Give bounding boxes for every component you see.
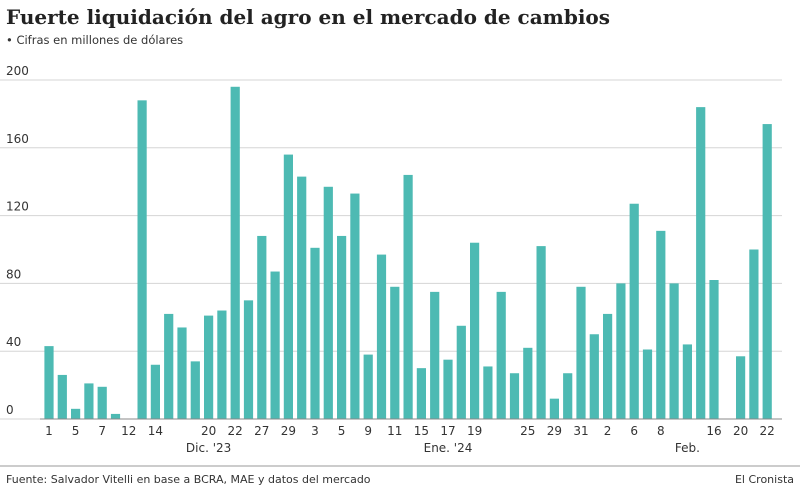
bar [337, 235, 347, 419]
x-tick-label: 3 [311, 424, 319, 438]
x-tick-label: 20 [201, 424, 216, 438]
x-tick-label: 25 [520, 424, 535, 438]
bar [696, 107, 706, 420]
bar [350, 193, 360, 419]
bar [44, 346, 54, 419]
bar [243, 300, 254, 419]
x-tick-label: 5 [338, 424, 346, 438]
x-tick-label: 31 [573, 424, 588, 438]
bar [310, 247, 320, 419]
bar [323, 186, 333, 419]
group-label: Dic. '23 [186, 441, 231, 455]
bar [536, 246, 546, 419]
y-tick-label: 0 [6, 403, 14, 417]
x-tick-label: 29 [547, 424, 562, 438]
bar [97, 386, 107, 419]
bar [496, 291, 506, 419]
bar [709, 280, 719, 419]
bar [164, 313, 174, 419]
bar [137, 100, 147, 419]
bar [283, 154, 293, 419]
x-tick-label: 27 [254, 424, 269, 438]
chart-title: Fuerte liquidación del agro en el mercad… [6, 5, 610, 29]
x-tick-label: 15 [414, 424, 429, 438]
x-tick-label: 5 [72, 424, 80, 438]
x-tick-label: 20 [733, 424, 748, 438]
bar [71, 408, 81, 419]
bar [376, 254, 387, 419]
bar [257, 235, 267, 419]
x-tick-label: 8 [657, 424, 665, 438]
bar [456, 325, 466, 419]
x-tick-label: 6 [630, 424, 638, 438]
y-tick-label: 160 [6, 132, 29, 146]
x-tick-label: 19 [467, 424, 482, 438]
y-tick-label: 120 [6, 200, 29, 214]
group-label: Feb. [675, 441, 700, 455]
subtitle: • Cifras en millones de dólares [6, 33, 183, 47]
y-tick-label: 40 [6, 335, 21, 349]
bar [656, 230, 666, 419]
bar [177, 327, 187, 419]
bar [84, 383, 94, 419]
bar [363, 354, 373, 419]
x-tick-label: 22 [228, 424, 243, 438]
bar [616, 283, 626, 419]
bar [563, 373, 573, 419]
x-tick-label: 11 [387, 424, 402, 438]
bar [589, 334, 599, 419]
bar [190, 361, 200, 419]
bar [523, 347, 533, 419]
bar [217, 310, 227, 419]
x-tick-label: 9 [364, 424, 372, 438]
y-tick-label: 80 [6, 267, 21, 281]
bar [297, 176, 307, 419]
bar [390, 286, 400, 419]
x-tick-label: 16 [706, 424, 721, 438]
bar [576, 286, 586, 419]
bar [57, 374, 67, 419]
x-tick-label: 1 [45, 424, 53, 438]
bar [509, 373, 520, 419]
bar [430, 291, 440, 419]
bar [443, 359, 453, 419]
bar [682, 344, 692, 419]
x-tick-label: 22 [760, 424, 775, 438]
x-tick-label: 2 [604, 424, 612, 438]
bar [603, 313, 613, 419]
x-tick-label: 14 [148, 424, 163, 438]
bar [204, 315, 214, 419]
bar [669, 283, 679, 419]
bar [403, 174, 413, 419]
bar [749, 249, 759, 419]
bar [470, 242, 480, 419]
bar [150, 364, 160, 419]
bar [762, 124, 772, 419]
source: Fuente: Salvador Vitelli en base a BCRA,… [6, 473, 371, 486]
bar [230, 86, 240, 419]
group-label: Ene. '24 [424, 441, 473, 455]
bar [629, 203, 639, 419]
bar [642, 349, 653, 419]
brand: El Cronista [735, 473, 794, 486]
bar [549, 398, 559, 419]
x-tick-label: 12 [121, 424, 136, 438]
y-tick-label: 200 [6, 64, 29, 78]
bar [483, 366, 493, 419]
bar [110, 413, 121, 419]
bar [736, 356, 746, 419]
bar [270, 271, 280, 419]
x-tick-label: 7 [98, 424, 106, 438]
bar [416, 368, 426, 419]
x-tick-label: 29 [281, 424, 296, 438]
x-tick-label: 17 [440, 424, 455, 438]
